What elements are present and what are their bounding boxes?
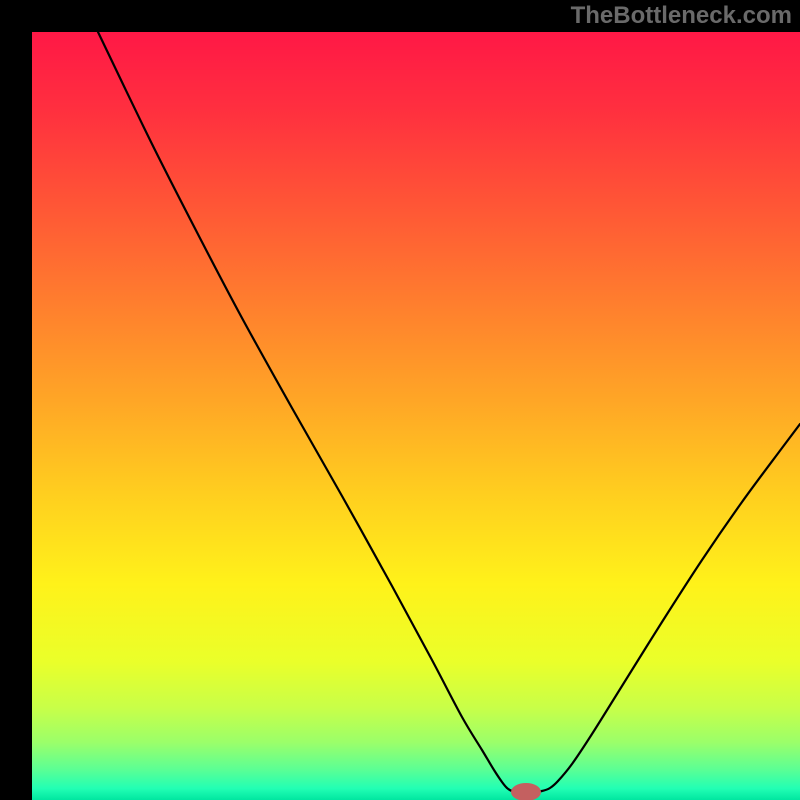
watermark-text: TheBottleneck.com <box>571 2 792 30</box>
chart-container: TheBottleneck.com <box>0 0 800 800</box>
minimum-marker <box>511 783 541 800</box>
plot-area <box>32 32 800 800</box>
bottleneck-curve <box>32 32 800 800</box>
